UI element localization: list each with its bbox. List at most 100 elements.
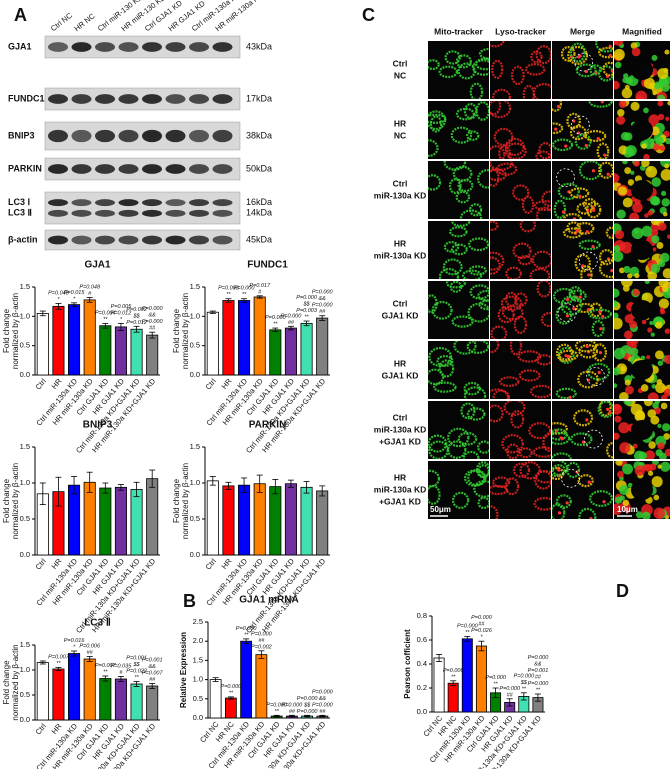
lysosome — [591, 169, 596, 173]
magnified-blob — [614, 80, 620, 90]
magnified-blob — [650, 332, 655, 337]
magnified-blob — [627, 179, 635, 186]
bar — [284, 327, 297, 376]
significance-label: ** — [56, 661, 61, 667]
y-tick-label: 0.8 — [417, 611, 427, 620]
cell — [541, 190, 551, 207]
cell — [469, 82, 484, 99]
cell — [495, 162, 518, 176]
nucleus — [631, 60, 653, 80]
blot-band — [71, 235, 92, 245]
micrograph — [552, 281, 613, 339]
blot-band — [95, 164, 115, 174]
error-bar — [209, 476, 216, 486]
significance-label: P=0.007 — [95, 663, 117, 669]
error-bar — [117, 322, 124, 331]
chart-title: LC3 Ⅱ — [84, 618, 111, 629]
magnified-blob — [630, 347, 639, 356]
cell — [467, 302, 489, 323]
cell — [575, 221, 595, 235]
cell — [591, 320, 605, 338]
magnified-blob — [657, 360, 664, 366]
chart-title: PARKIN — [249, 420, 287, 431]
magnified-blob — [651, 384, 657, 389]
significance-label: P=0.048 — [48, 290, 70, 296]
cell — [531, 250, 551, 270]
error-bar — [303, 320, 310, 327]
cell — [577, 370, 599, 389]
significance-label: ## — [87, 650, 94, 656]
blot-band — [142, 209, 162, 217]
micrograph — [614, 341, 670, 399]
magnified-blob — [635, 90, 648, 99]
cell — [469, 203, 483, 217]
cell — [535, 45, 551, 65]
error-bar — [272, 478, 279, 495]
kda-label: 16kDa — [246, 197, 272, 207]
magnified-blob — [630, 101, 640, 111]
error-bar — [55, 303, 62, 310]
blot-band — [118, 235, 139, 245]
error-bar — [149, 683, 156, 689]
lysosome — [605, 407, 610, 411]
error-bar — [520, 692, 527, 701]
kda-label: 50kDa — [246, 163, 272, 173]
magnified-blob — [649, 320, 654, 326]
cell — [519, 221, 537, 233]
magnified-blob — [621, 87, 633, 99]
magnified-blob — [665, 137, 670, 145]
row-label: +GJA1 KD — [379, 496, 421, 506]
cell — [451, 315, 474, 328]
micrograph — [614, 221, 670, 279]
cell — [505, 266, 522, 279]
cell — [569, 42, 586, 63]
protein-label: GJA1 — [8, 41, 32, 51]
significance-label: P=0.000 — [471, 615, 493, 621]
bar — [83, 299, 96, 376]
column-header: Merge — [570, 26, 595, 36]
y-tick-label: 0.2 — [417, 683, 427, 692]
significance-label: ** — [451, 674, 456, 680]
magnified-blob — [660, 169, 670, 181]
y-tick-label: 0.5 — [20, 341, 30, 350]
magnified-blob — [618, 101, 627, 108]
roi-circle — [570, 115, 590, 135]
bar — [114, 678, 127, 721]
cell — [528, 422, 551, 440]
blot-band — [71, 199, 92, 207]
error-bar — [450, 680, 457, 686]
lysosome — [568, 395, 572, 399]
y-axis-label: Fold change — [2, 478, 11, 523]
row-label: +GJA1 KD — [379, 436, 421, 446]
cell — [513, 292, 528, 307]
magnified-blob — [622, 197, 633, 208]
magnified-blob — [661, 285, 669, 293]
error-bar — [86, 656, 93, 662]
blot-band — [212, 164, 233, 174]
lysosome — [581, 264, 585, 268]
significance-label: $$ — [520, 680, 528, 686]
micrograph — [614, 281, 670, 339]
bar — [253, 296, 266, 376]
magnified-blob — [630, 42, 638, 49]
bar — [52, 305, 65, 376]
significance-label: ## — [319, 309, 326, 315]
significance-label: ## — [149, 326, 156, 332]
blot-band — [165, 199, 186, 207]
cell — [552, 101, 563, 112]
magnified-blob — [614, 404, 621, 411]
protein-label: LC3 Ⅰ — [8, 197, 30, 207]
error-bar — [225, 298, 232, 303]
cell — [447, 427, 470, 448]
magnified-blob — [644, 450, 656, 459]
cell — [521, 195, 535, 215]
magnified-blob — [650, 221, 659, 226]
row-label: miR-130a KD — [374, 190, 426, 200]
bar — [238, 484, 251, 556]
bar — [146, 478, 159, 556]
magnified-blob — [627, 273, 633, 279]
cell — [576, 202, 594, 215]
significance-label: $$ — [133, 662, 141, 668]
error-bar — [319, 714, 326, 718]
protein-label: BNIP3 — [8, 130, 35, 140]
